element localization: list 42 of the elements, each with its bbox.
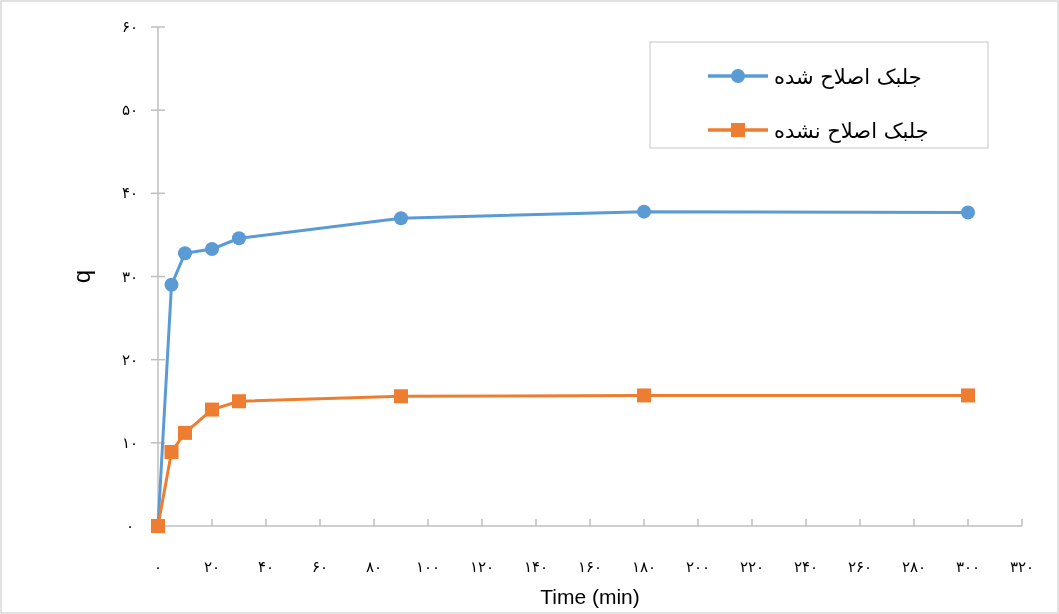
y-tick-label: ۲۰ bbox=[121, 350, 139, 369]
point bbox=[164, 277, 179, 292]
x-tick-label: ۸۰ bbox=[365, 558, 383, 576]
x-tick-label: ۰ bbox=[153, 558, 163, 576]
x-tick-label: ۶۰ bbox=[311, 558, 329, 576]
x-tick-label: ۱۸۰ bbox=[631, 558, 657, 576]
x-tick-label: ۳۲۰ bbox=[1009, 558, 1035, 576]
legend-label: جلبک اصلاح نشده bbox=[774, 119, 929, 143]
point bbox=[961, 388, 975, 403]
point bbox=[961, 205, 975, 220]
y-tick-label: ۳۰ bbox=[121, 267, 139, 286]
x-tick-label: ۲۴۰ bbox=[793, 558, 819, 576]
x-tick-label: ۳۰۰ bbox=[955, 558, 981, 576]
point bbox=[394, 211, 408, 226]
x-tick-label: ۱۰۰ bbox=[415, 558, 441, 576]
x-tick-label: ۲۰ bbox=[203, 558, 221, 576]
y-axis-title: q bbox=[68, 269, 95, 284]
point bbox=[178, 246, 192, 261]
y-tick-label: ۱۰ bbox=[121, 433, 139, 452]
x-tick-label: ۲۶۰ bbox=[847, 558, 873, 576]
point bbox=[637, 388, 651, 403]
point bbox=[232, 394, 246, 409]
point bbox=[178, 425, 192, 440]
point bbox=[232, 231, 246, 246]
y-tick-label: ۴۰ bbox=[121, 184, 139, 203]
x-tick-label: ۱۶۰ bbox=[577, 558, 603, 576]
x-tick-label: ۲۰۰ bbox=[685, 558, 711, 576]
point bbox=[205, 242, 219, 257]
point bbox=[394, 389, 408, 404]
y-tick-label: ۵۰ bbox=[121, 101, 139, 120]
legend-label: جلبک اصلاح شده bbox=[774, 65, 922, 89]
x-tick-label: ۲۸۰ bbox=[901, 558, 927, 576]
x-axis-title: Time (min) bbox=[540, 585, 640, 608]
x-tick-label: ۱۴۰ bbox=[523, 558, 549, 576]
point bbox=[205, 402, 219, 417]
x-tick-label: ۲۲۰ bbox=[739, 558, 765, 576]
point bbox=[637, 204, 651, 219]
y-tick-label: ۰ bbox=[125, 517, 135, 535]
x-tick-label: ۴۰ bbox=[257, 558, 275, 576]
x-tick-label: ۱۲۰ bbox=[469, 558, 495, 576]
y-tick-label: ۶۰ bbox=[121, 18, 139, 36]
point bbox=[164, 444, 179, 459]
